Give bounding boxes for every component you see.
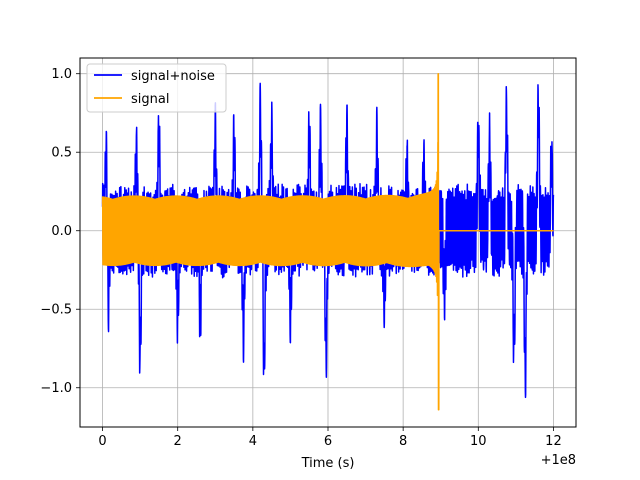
y-tick-label: 0.0 (51, 224, 72, 239)
x-tick-label: 8 (399, 434, 407, 449)
x-tick-label: 10 (470, 434, 487, 449)
x-tick-label: 6 (324, 434, 332, 449)
legend-label-signal-noise: signal+noise (131, 69, 215, 84)
x-axis: 0 2 4 6 8 10 12 (98, 427, 562, 449)
legend-box (86, 63, 227, 113)
y-tick-label: 0.5 (51, 146, 72, 161)
y-tick-label: −0.5 (40, 303, 72, 318)
x-tick-label: 2 (174, 434, 182, 449)
x-tick-label: 0 (98, 434, 106, 449)
y-axis: −1.0 −0.5 0.0 0.5 1.0 (40, 67, 80, 396)
legend: signal+noise signal (86, 63, 227, 113)
plot-area (101, 72, 555, 411)
x-tick-label: 12 (545, 434, 562, 449)
x-offset-label: +1e8 (541, 453, 576, 468)
y-tick-label: −1.0 (40, 381, 72, 396)
y-tick-label: 1.0 (51, 67, 72, 82)
x-axis-label: Time (s) (301, 456, 355, 471)
series-signal-line (101, 72, 555, 411)
x-tick-label: 4 (249, 434, 257, 449)
legend-label-signal: signal (131, 92, 169, 107)
